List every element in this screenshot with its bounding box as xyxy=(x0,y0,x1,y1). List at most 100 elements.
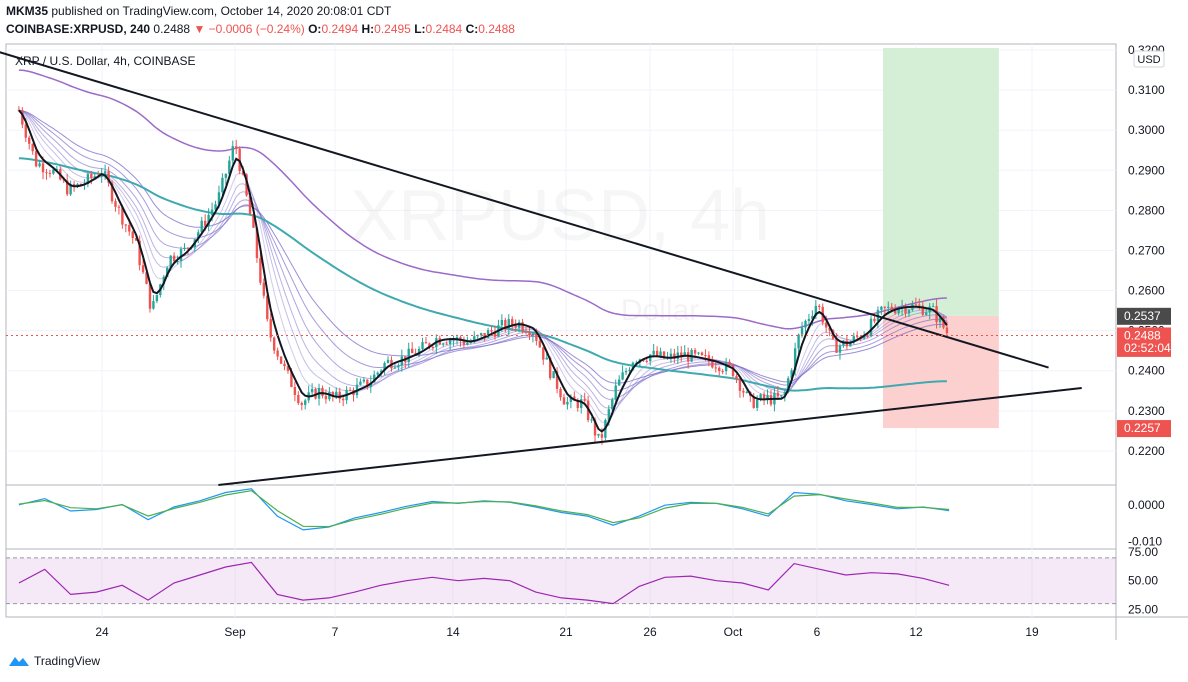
candle-body xyxy=(655,350,659,357)
candle-body xyxy=(197,232,200,240)
candle-body xyxy=(617,379,621,386)
time-axis-tick-label: 24 xyxy=(95,625,109,639)
candle-body xyxy=(428,343,431,348)
time-axis-tick-label: 7 xyxy=(332,625,339,639)
rsi-axis-tick-label: 50.00 xyxy=(1128,574,1158,588)
candle-body xyxy=(535,333,538,341)
candle-body xyxy=(652,350,655,355)
macd-line xyxy=(18,488,950,531)
candle-body xyxy=(752,396,755,408)
candle-body xyxy=(397,365,400,368)
candle-body xyxy=(555,371,559,389)
candle-body xyxy=(938,317,942,323)
candle xyxy=(410,342,414,354)
candle-body xyxy=(759,394,762,400)
candle-body xyxy=(124,224,128,226)
candle-body xyxy=(600,433,604,438)
price-tag xyxy=(1117,339,1171,357)
candle-body xyxy=(169,255,172,268)
candle xyxy=(797,333,800,355)
candle xyxy=(21,107,24,129)
candle-body xyxy=(72,184,76,187)
candle xyxy=(838,343,842,360)
candle-body xyxy=(631,362,635,370)
candle-body xyxy=(514,325,517,328)
candle-body xyxy=(176,261,179,263)
candle xyxy=(514,319,517,332)
candle-body xyxy=(393,367,397,369)
candle-body xyxy=(238,148,241,172)
long-position-tool[interactable] xyxy=(883,48,999,429)
candle-body xyxy=(500,319,504,326)
time-axis-tick-label: Oct xyxy=(724,625,743,639)
trendline-upper xyxy=(0,51,1049,369)
candle-body xyxy=(790,370,793,379)
candle-body xyxy=(431,347,435,349)
high-label: H: xyxy=(361,22,375,36)
candle-body xyxy=(131,231,134,239)
candle xyxy=(397,363,400,371)
candle-body xyxy=(155,295,159,302)
candle xyxy=(228,155,231,177)
price-tag-label: 0.2257 xyxy=(1124,421,1161,435)
candle-body xyxy=(766,395,769,400)
ribbon-line xyxy=(18,109,948,400)
candle xyxy=(697,351,700,356)
candle-body xyxy=(942,317,945,328)
candle-body xyxy=(490,330,493,332)
open-value: 0.2494 xyxy=(321,22,359,36)
candle-body xyxy=(38,163,41,167)
candle xyxy=(272,336,276,355)
trendlines[interactable] xyxy=(0,48,1082,486)
time-axis[interactable]: 24 Sep 7 14 21 26 Oct 6 12 19 xyxy=(95,625,1039,639)
candle-body xyxy=(862,335,866,339)
candle xyxy=(866,334,869,338)
candle xyxy=(931,303,935,308)
candle xyxy=(673,348,676,364)
time-axis-tick-label: 12 xyxy=(909,625,923,639)
candle-body xyxy=(704,355,707,357)
candle-body xyxy=(545,357,548,360)
candle-body xyxy=(818,305,821,307)
candle xyxy=(224,173,228,185)
candle xyxy=(531,332,535,343)
position-target-zone xyxy=(883,48,999,316)
candle-body xyxy=(883,306,887,308)
time-axis-tick-label: 19 xyxy=(1025,625,1039,639)
candle xyxy=(183,243,186,252)
price-axis-tick-label: 0.2700 xyxy=(1128,243,1165,257)
candle xyxy=(735,374,738,384)
candle-body xyxy=(552,371,555,379)
close-label: C: xyxy=(465,22,479,36)
candle-body xyxy=(93,176,96,179)
candle xyxy=(152,295,155,310)
candle xyxy=(714,361,717,373)
candle-body xyxy=(856,336,859,338)
candle xyxy=(617,375,621,386)
candle xyxy=(542,347,545,365)
chart-legend-title: XRP / U.S. Dollar, 4h, COINBASE xyxy=(15,54,196,68)
candle-body xyxy=(228,160,231,174)
candle xyxy=(583,392,586,403)
candle-body xyxy=(852,336,855,343)
candle-body xyxy=(559,388,562,398)
currency-badge[interactable] xyxy=(1133,50,1165,68)
candle-body xyxy=(869,318,873,336)
candle-body xyxy=(231,146,234,161)
candle-body xyxy=(542,347,545,360)
candle-body xyxy=(55,169,59,171)
candle xyxy=(286,365,290,374)
candle xyxy=(442,342,445,347)
candle-body xyxy=(780,395,783,397)
candle-body xyxy=(597,433,600,436)
candle-body xyxy=(904,306,907,314)
watermark-sub: Dollar xyxy=(621,294,699,327)
price-value: 0.2488 xyxy=(153,22,191,36)
candle xyxy=(69,180,72,197)
rsi-line xyxy=(18,561,950,605)
candle-body xyxy=(179,249,183,262)
price-axis[interactable]: 0.22000.23000.24000.25000.26000.27000.28… xyxy=(6,43,1171,458)
candle-body xyxy=(121,207,124,225)
candle-body xyxy=(562,397,566,405)
